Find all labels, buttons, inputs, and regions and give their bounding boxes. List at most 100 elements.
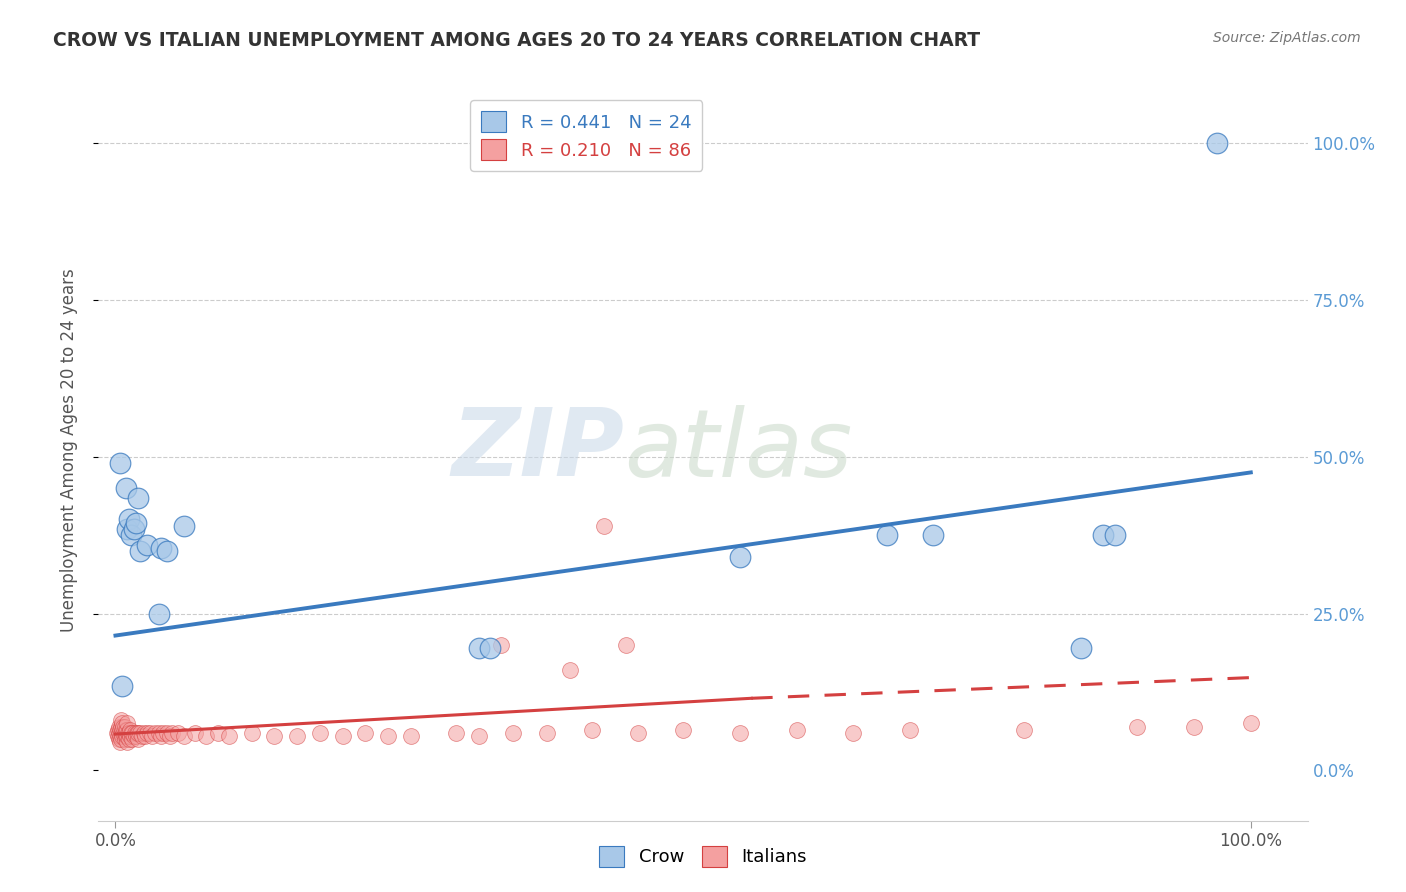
- Point: [148, 726, 170, 740]
- Point: [111, 716, 134, 731]
- Text: ZIP: ZIP: [451, 404, 624, 497]
- Point: [148, 607, 170, 621]
- Point: [167, 726, 190, 740]
- Point: [127, 732, 149, 747]
- Point: [108, 723, 131, 737]
- Point: [120, 729, 142, 743]
- Point: [377, 729, 399, 743]
- Point: [876, 528, 898, 542]
- Point: [263, 729, 285, 743]
- Point: [121, 732, 143, 747]
- Legend: R = 0.441   N = 24, R = 0.210   N = 86: R = 0.441 N = 24, R = 0.210 N = 86: [470, 101, 702, 171]
- Point: [124, 726, 146, 740]
- Point: [1240, 716, 1263, 731]
- Point: [129, 726, 152, 740]
- Point: [173, 729, 195, 743]
- Point: [614, 638, 637, 652]
- Point: [108, 729, 131, 743]
- Point: [285, 729, 308, 743]
- Point: [107, 729, 129, 743]
- Point: [125, 729, 148, 743]
- Point: [118, 512, 141, 526]
- Point: [111, 723, 134, 737]
- Point: [107, 723, 129, 737]
- Point: [108, 456, 131, 470]
- Point: [131, 729, 153, 743]
- Point: [120, 528, 142, 542]
- Text: CROW VS ITALIAN UNEMPLOYMENT AMONG AGES 20 TO 24 YEARS CORRELATION CHART: CROW VS ITALIAN UNEMPLOYMENT AMONG AGES …: [53, 31, 980, 50]
- Point: [1182, 719, 1205, 733]
- Point: [141, 729, 163, 743]
- Point: [173, 518, 195, 533]
- Point: [207, 726, 229, 740]
- Point: [118, 726, 141, 740]
- Point: [558, 663, 581, 677]
- Text: Source: ZipAtlas.com: Source: ZipAtlas.com: [1213, 31, 1361, 45]
- Point: [354, 726, 377, 740]
- Point: [138, 726, 160, 740]
- Point: [1092, 528, 1115, 542]
- Point: [491, 638, 513, 652]
- Point: [108, 732, 131, 747]
- Point: [786, 723, 808, 737]
- Point: [108, 726, 131, 740]
- Point: [118, 732, 141, 747]
- Point: [120, 726, 142, 740]
- Point: [110, 732, 132, 747]
- Point: [125, 516, 148, 530]
- Point: [581, 723, 603, 737]
- Point: [240, 726, 263, 740]
- Point: [728, 550, 751, 565]
- Point: [132, 726, 155, 740]
- Point: [922, 528, 945, 542]
- Point: [479, 641, 502, 656]
- Point: [108, 735, 131, 749]
- Point: [143, 726, 166, 740]
- Point: [134, 729, 156, 743]
- Point: [536, 726, 558, 740]
- Point: [114, 726, 136, 740]
- Point: [1069, 641, 1091, 656]
- Point: [114, 729, 136, 743]
- Point: [136, 538, 159, 552]
- Point: [115, 735, 138, 749]
- Point: [152, 726, 174, 740]
- Point: [114, 481, 136, 495]
- Point: [149, 729, 172, 743]
- Point: [308, 726, 330, 740]
- Point: [111, 729, 134, 743]
- Point: [127, 726, 149, 740]
- Point: [114, 732, 136, 747]
- Point: [111, 679, 134, 693]
- Point: [115, 723, 138, 737]
- Text: atlas: atlas: [624, 405, 852, 496]
- Point: [160, 726, 183, 740]
- Point: [120, 723, 142, 737]
- Point: [1012, 723, 1035, 737]
- Point: [159, 729, 181, 743]
- Point: [468, 729, 491, 743]
- Point: [672, 723, 695, 737]
- Point: [627, 726, 650, 740]
- Point: [332, 729, 354, 743]
- Point: [218, 729, 240, 743]
- Point: [115, 729, 138, 743]
- Point: [129, 544, 152, 558]
- Point: [121, 726, 143, 740]
- Point: [399, 729, 422, 743]
- Point: [110, 719, 132, 733]
- Legend: Crow, Italians: Crow, Italians: [592, 838, 814, 874]
- Y-axis label: Unemployment Among Ages 20 to 24 years: Unemployment Among Ages 20 to 24 years: [59, 268, 77, 632]
- Point: [115, 716, 138, 731]
- Point: [155, 544, 177, 558]
- Point: [155, 726, 177, 740]
- Point: [728, 726, 751, 740]
- Point: [842, 726, 865, 740]
- Point: [122, 729, 145, 743]
- Point: [149, 541, 172, 555]
- Point: [114, 723, 136, 737]
- Point: [468, 641, 491, 656]
- Point: [117, 726, 139, 740]
- Point: [112, 726, 135, 740]
- Point: [1205, 136, 1227, 150]
